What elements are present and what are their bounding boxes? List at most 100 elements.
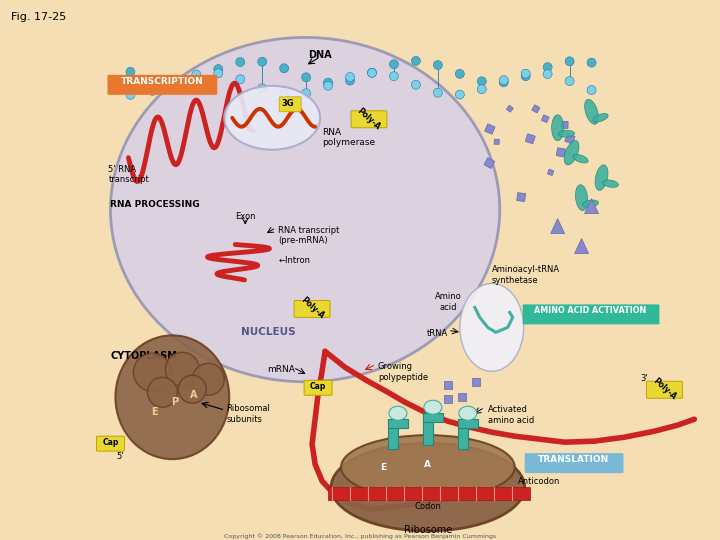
Text: 3': 3' — [641, 374, 648, 383]
Circle shape — [126, 90, 135, 99]
Circle shape — [367, 69, 377, 77]
Ellipse shape — [595, 165, 608, 191]
Text: Exon: Exon — [235, 212, 256, 221]
Circle shape — [126, 68, 135, 76]
Bar — [458, 419, 478, 428]
Polygon shape — [551, 219, 564, 234]
FancyBboxPatch shape — [351, 111, 387, 128]
Text: TRANSCRIPTION: TRANSCRIPTION — [121, 77, 204, 86]
Text: 3G: 3G — [281, 99, 294, 108]
FancyBboxPatch shape — [525, 453, 624, 473]
Ellipse shape — [564, 140, 579, 165]
Text: P: P — [171, 397, 178, 407]
Circle shape — [302, 89, 310, 98]
FancyBboxPatch shape — [304, 380, 332, 395]
Bar — [472, 379, 480, 386]
Circle shape — [346, 72, 354, 82]
Polygon shape — [585, 199, 598, 214]
Bar — [458, 393, 466, 401]
Text: ←Intron: ←Intron — [278, 255, 310, 265]
Circle shape — [148, 377, 177, 407]
Bar — [561, 122, 568, 129]
Bar — [485, 124, 495, 134]
Text: Cap: Cap — [310, 382, 326, 392]
FancyBboxPatch shape — [96, 436, 125, 451]
Ellipse shape — [459, 406, 477, 420]
Text: E: E — [380, 463, 386, 472]
Circle shape — [258, 84, 266, 93]
Circle shape — [192, 73, 201, 83]
Text: CYTOPLASM: CYTOPLASM — [110, 352, 177, 361]
Ellipse shape — [110, 37, 500, 382]
FancyBboxPatch shape — [279, 97, 301, 112]
Circle shape — [499, 78, 508, 87]
Circle shape — [477, 77, 486, 86]
Text: Fig. 17-25: Fig. 17-25 — [11, 12, 66, 22]
Text: A: A — [189, 390, 197, 400]
Bar — [517, 193, 526, 201]
Text: AMINO ACID ACTIVATION: AMINO ACID ACTIVATION — [534, 306, 647, 315]
Bar — [484, 158, 495, 168]
Ellipse shape — [552, 115, 564, 141]
Text: A: A — [424, 460, 431, 469]
Bar — [423, 413, 433, 445]
Circle shape — [433, 60, 442, 70]
Bar — [532, 105, 540, 113]
Bar — [423, 413, 443, 422]
Text: 5': 5' — [117, 452, 125, 461]
Ellipse shape — [331, 443, 525, 531]
Text: Activated
amino acid: Activated amino acid — [487, 405, 534, 424]
Circle shape — [587, 58, 596, 67]
FancyBboxPatch shape — [523, 305, 660, 325]
Bar — [525, 134, 535, 144]
Ellipse shape — [341, 435, 515, 499]
Circle shape — [346, 76, 354, 85]
Text: Cap: Cap — [102, 438, 119, 447]
Circle shape — [179, 375, 207, 403]
Bar — [444, 395, 452, 403]
Circle shape — [543, 63, 552, 72]
Bar — [388, 419, 398, 449]
Circle shape — [565, 57, 574, 66]
Text: Ribosomal
subunits: Ribosomal subunits — [226, 404, 270, 424]
Text: Copyright © 2008 Pearson Education, Inc., publishing as Pearson Benjamin Cumming: Copyright © 2008 Pearson Education, Inc.… — [224, 533, 496, 538]
Ellipse shape — [573, 154, 588, 163]
Circle shape — [214, 65, 222, 73]
Bar — [547, 169, 554, 176]
Text: Codon: Codon — [415, 502, 441, 511]
Ellipse shape — [424, 400, 442, 414]
Bar — [494, 139, 499, 144]
Ellipse shape — [603, 180, 618, 187]
Circle shape — [235, 58, 245, 66]
Text: 5' RNA
transcript: 5' RNA transcript — [109, 165, 149, 184]
Circle shape — [455, 69, 464, 78]
Text: Ribosome: Ribosome — [404, 525, 452, 535]
Text: RNA
polymerase: RNA polymerase — [322, 128, 375, 147]
Bar — [388, 419, 408, 428]
Circle shape — [477, 85, 486, 93]
Text: Poly-A: Poly-A — [356, 106, 382, 131]
Text: NUCLEUS: NUCLEUS — [241, 327, 295, 338]
Bar — [557, 148, 565, 157]
Text: E: E — [151, 407, 158, 417]
Circle shape — [133, 353, 171, 392]
Circle shape — [170, 78, 179, 86]
Circle shape — [323, 81, 333, 90]
Bar — [444, 381, 452, 389]
Circle shape — [411, 80, 420, 89]
FancyBboxPatch shape — [647, 381, 683, 398]
Circle shape — [543, 70, 552, 78]
Ellipse shape — [585, 99, 598, 124]
Text: Amino
acid: Amino acid — [434, 293, 462, 312]
Text: tRNA: tRNA — [426, 329, 448, 339]
Circle shape — [499, 76, 508, 85]
Circle shape — [214, 69, 222, 78]
Text: Poly-A: Poly-A — [651, 376, 678, 402]
Circle shape — [235, 75, 245, 84]
Ellipse shape — [582, 200, 598, 207]
Text: Anticodon: Anticodon — [518, 477, 560, 486]
Ellipse shape — [593, 113, 608, 122]
Text: mRNA: mRNA — [267, 365, 295, 374]
Circle shape — [148, 86, 157, 96]
Circle shape — [455, 90, 464, 99]
